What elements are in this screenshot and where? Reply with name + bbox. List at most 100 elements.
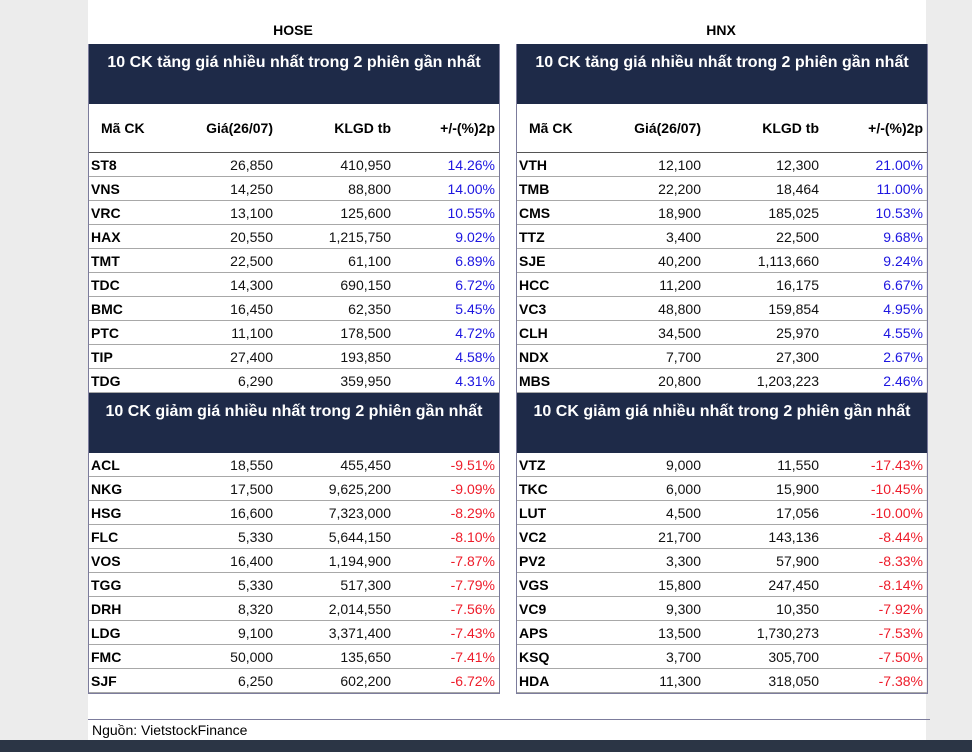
cell-price: 18,900 bbox=[658, 204, 701, 221]
cell-volume: 178,500 bbox=[340, 324, 391, 341]
table-row: ST8 26,850 410,950 14.26% bbox=[89, 153, 499, 177]
cell-price: 22,500 bbox=[230, 252, 273, 269]
cell-price: 9,300 bbox=[665, 600, 701, 617]
cell-volume: 1,113,660 bbox=[757, 252, 819, 269]
cell-price: 3,700 bbox=[665, 648, 701, 665]
cell-ticker: ACL bbox=[91, 456, 120, 473]
cell-volume: 193,850 bbox=[340, 348, 391, 365]
cell-volume: 1,203,223 bbox=[756, 372, 819, 389]
cell-change: 14.26% bbox=[447, 156, 495, 173]
cell-volume: 143,136 bbox=[768, 528, 819, 545]
cell-change: 9.24% bbox=[883, 252, 923, 269]
cell-ticker: KSQ bbox=[519, 648, 550, 665]
cell-ticker: VNS bbox=[91, 180, 120, 197]
cell-change: 14.00% bbox=[447, 180, 495, 197]
cell-price: 11,100 bbox=[231, 324, 273, 341]
cell-ticker: BMC bbox=[91, 300, 123, 317]
cell-volume: 410,950 bbox=[340, 156, 391, 173]
col-price: Giá(26/07) bbox=[206, 120, 273, 136]
cell-ticker: VOS bbox=[91, 552, 121, 569]
cell-change: -6.72% bbox=[450, 672, 495, 689]
cell-volume: 359,950 bbox=[340, 372, 391, 389]
table-row: FLC 5,330 5,644,150 -8.10% bbox=[89, 525, 499, 549]
cell-ticker: VRC bbox=[91, 204, 121, 221]
table-row: VC2 21,700 143,136 -8.44% bbox=[517, 525, 927, 549]
col-price: Giá(26/07) bbox=[634, 120, 701, 136]
cell-change: 6.67% bbox=[883, 276, 923, 293]
col-change: +/-(%)2p bbox=[868, 120, 923, 136]
cell-change: -9.09% bbox=[450, 480, 495, 497]
hnx-label: HNX bbox=[706, 22, 736, 38]
table-row: VTH 12,100 12,300 21.00% bbox=[517, 153, 927, 177]
table-row: TIP 27,400 193,850 4.58% bbox=[89, 345, 499, 369]
cell-volume: 1,730,273 bbox=[756, 624, 819, 641]
table-row: FMC 50,000 135,650 -7.41% bbox=[89, 645, 499, 669]
cell-volume: 247,450 bbox=[768, 576, 819, 593]
hnx-column-header: Mã CK Giá(26/07) KLGD tb +/-(%)2p bbox=[517, 104, 927, 153]
cell-ticker: FMC bbox=[91, 648, 122, 665]
table-row: KSQ 3,700 305,700 -7.50% bbox=[517, 645, 927, 669]
cell-price: 3,300 bbox=[665, 552, 701, 569]
cell-price: 11,300 bbox=[659, 672, 701, 689]
cell-price: 9,100 bbox=[237, 624, 273, 641]
table-row: TDC 14,300 690,150 6.72% bbox=[89, 273, 499, 297]
cell-price: 16,400 bbox=[230, 552, 273, 569]
cell-price: 5,330 bbox=[237, 528, 273, 545]
table-row: LDG 9,100 3,371,400 -7.43% bbox=[89, 621, 499, 645]
cell-change: -8.33% bbox=[878, 552, 923, 569]
cell-volume: 57,900 bbox=[776, 552, 819, 569]
cell-ticker: ST8 bbox=[91, 156, 117, 173]
cell-ticker: VC9 bbox=[519, 600, 547, 617]
cell-change: 4.72% bbox=[455, 324, 495, 341]
bottom-bar bbox=[0, 740, 972, 752]
table-row: CMS 18,900 185,025 10.53% bbox=[517, 201, 927, 225]
cell-change: -7.43% bbox=[450, 624, 495, 641]
hnx-losers: VTZ 9,000 11,550 -17.43% TKC 6,000 15,900 -10.4… bbox=[517, 453, 927, 693]
cell-volume: 455,450 bbox=[340, 456, 391, 473]
cell-ticker: TMT bbox=[91, 252, 120, 269]
cell-change: -7.87% bbox=[450, 552, 495, 569]
cell-ticker: TDC bbox=[91, 276, 120, 293]
cell-volume: 125,600 bbox=[340, 204, 391, 221]
cell-change: 9.68% bbox=[883, 228, 923, 245]
table-row: VC3 48,800 159,854 4.95% bbox=[517, 297, 927, 321]
cell-volume: 22,500 bbox=[776, 228, 819, 245]
table-row: TTZ 3,400 22,500 9.68% bbox=[517, 225, 927, 249]
table-row: TDG 6,290 359,950 4.31% bbox=[89, 369, 499, 393]
cell-price: 11,200 bbox=[659, 276, 701, 293]
table-row: HAX 20,550 1,215,750 9.02% bbox=[89, 225, 499, 249]
cell-volume: 10,350 bbox=[776, 600, 819, 617]
cell-price: 14,300 bbox=[230, 276, 273, 293]
table-row: SJE 40,200 1,113,660 9.24% bbox=[517, 249, 927, 273]
cell-volume: 11,550 bbox=[777, 456, 819, 473]
cell-volume: 3,371,400 bbox=[328, 624, 391, 641]
cell-change: -7.53% bbox=[878, 624, 923, 641]
cell-change: -17.43% bbox=[870, 456, 923, 473]
hose-panel: 10 CK tăng giá nhiều nhất trong 2 phiên … bbox=[88, 44, 500, 694]
table-row: VOS 16,400 1,194,900 -7.87% bbox=[89, 549, 499, 573]
cell-change: 2.67% bbox=[883, 348, 923, 365]
cell-change: -8.44% bbox=[878, 528, 923, 545]
cell-volume: 1,194,900 bbox=[328, 552, 391, 569]
cell-ticker: PTC bbox=[91, 324, 119, 341]
cell-volume: 602,200 bbox=[340, 672, 391, 689]
cell-volume: 18,464 bbox=[776, 180, 819, 197]
cell-price: 4,500 bbox=[665, 504, 701, 521]
cell-ticker: CMS bbox=[519, 204, 551, 221]
cell-change: 10.55% bbox=[447, 204, 495, 221]
table-row: TMT 22,500 61,100 6.89% bbox=[89, 249, 499, 273]
hnx-gainers: VTH 12,100 12,300 21.00% TMB 22,200 18,464 11.0… bbox=[517, 153, 927, 393]
cell-change: 11.00% bbox=[876, 180, 923, 197]
cell-price: 16,600 bbox=[230, 504, 273, 521]
table-row: VNS 14,250 88,800 14.00% bbox=[89, 177, 499, 201]
table-row: ACL 18,550 455,450 -9.51% bbox=[89, 453, 499, 477]
cell-change: -7.56% bbox=[450, 600, 495, 617]
cell-volume: 1,215,750 bbox=[328, 228, 391, 245]
cell-change: 4.95% bbox=[883, 300, 923, 317]
cell-change: 10.53% bbox=[875, 204, 923, 221]
cell-ticker: MBS bbox=[519, 372, 551, 389]
cell-price: 48,800 bbox=[658, 300, 701, 317]
cell-price: 18,550 bbox=[230, 456, 273, 473]
table-row: HSG 16,600 7,323,000 -8.29% bbox=[89, 501, 499, 525]
cell-price: 6,290 bbox=[237, 372, 273, 389]
